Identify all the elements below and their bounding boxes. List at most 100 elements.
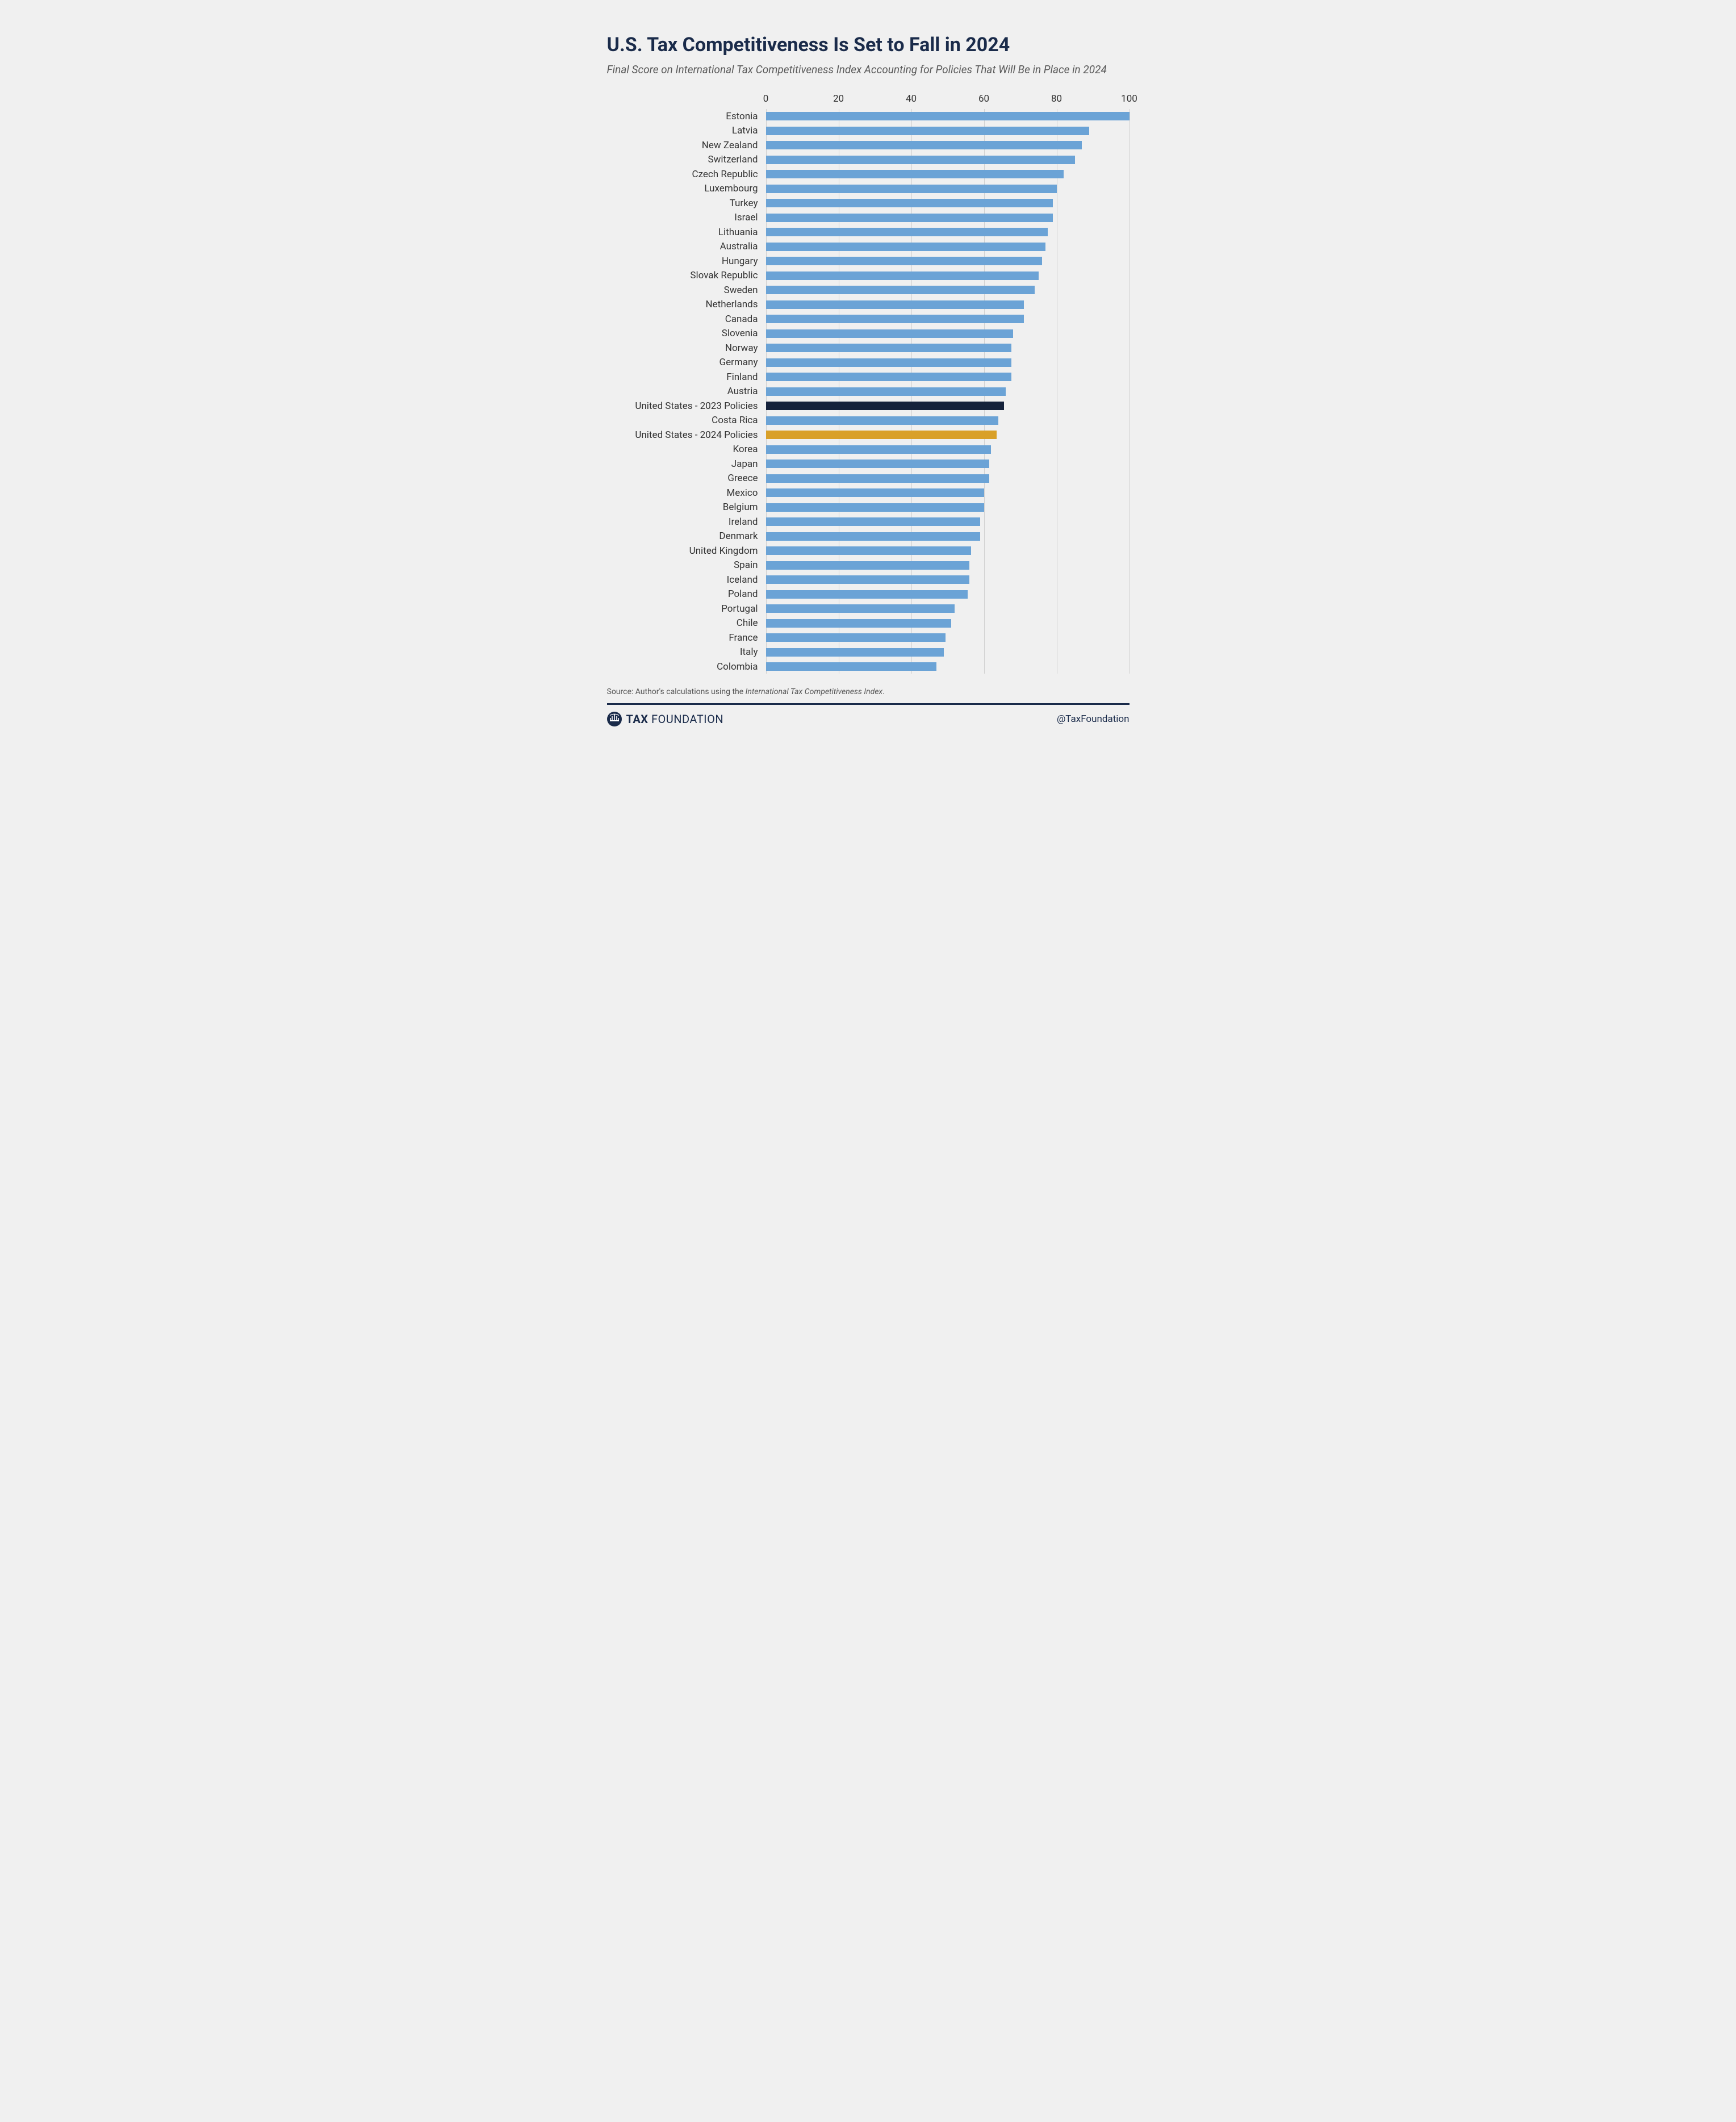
bar-track (766, 370, 1130, 385)
bar-label: Hungary (607, 256, 766, 267)
bar-track (766, 355, 1130, 370)
brand: TAX FOUNDATION (607, 712, 724, 726)
bar-track (766, 645, 1130, 659)
bar (766, 575, 969, 584)
bar-track (766, 384, 1130, 399)
bar-row: Ireland (607, 515, 1130, 529)
bar (766, 633, 946, 642)
footer-rule (607, 703, 1130, 705)
bar-track (766, 587, 1130, 601)
bar-label: Korea (607, 444, 766, 455)
bar-row: Australia (607, 239, 1130, 254)
bar-label: Lithuania (607, 227, 766, 238)
bar-track (766, 283, 1130, 298)
bar (766, 460, 990, 468)
bar-row: United States - 2023 Policies (607, 399, 1130, 413)
chart-container: U.S. Tax Competitiveness Is Set to Fall … (579, 11, 1158, 743)
plot-area: 020406080100 EstoniaLatviaNew ZealandSwi… (607, 93, 1130, 674)
bar-label: France (607, 632, 766, 644)
bar (766, 112, 1130, 120)
bar-track (766, 515, 1130, 529)
bar-row: Slovenia (607, 326, 1130, 341)
bar-row: Iceland (607, 573, 1130, 587)
bar-label: Chile (607, 617, 766, 629)
bar-row: Germany (607, 355, 1130, 370)
bar (766, 199, 1053, 207)
bar-track (766, 544, 1130, 558)
bar-label: Australia (607, 241, 766, 252)
bar (766, 416, 999, 425)
bar (766, 329, 1013, 338)
bar (766, 228, 1048, 236)
bar-label: Sweden (607, 285, 766, 296)
bar (766, 156, 1075, 164)
bar (766, 546, 972, 555)
bar-row: Korea (607, 442, 1130, 457)
bar (766, 271, 1039, 280)
bar-label: United States - 2024 Policies (607, 429, 766, 441)
brand-bold: TAX (626, 712, 649, 726)
bar-track (766, 659, 1130, 674)
bar-label: Spain (607, 559, 766, 571)
source-prefix: Source: Author's calculations using the (607, 687, 746, 696)
bar-label: Turkey (607, 198, 766, 209)
bar-track (766, 196, 1130, 211)
bar-row: United Kingdom (607, 544, 1130, 558)
bar-label: United Kingdom (607, 545, 766, 557)
bar (766, 488, 984, 497)
bar-row: Estonia (607, 109, 1130, 124)
bar-row: Italy (607, 645, 1130, 659)
bar-label: Canada (607, 314, 766, 325)
bar-row: Hungary (607, 254, 1130, 269)
bar-row: Portugal (607, 601, 1130, 616)
bar (766, 503, 984, 512)
chart-title: U.S. Tax Competitiveness Is Set to Fall … (607, 34, 1130, 56)
x-tick: 100 (1121, 93, 1137, 105)
bar-track (766, 442, 1130, 457)
bar-label: Germany (607, 357, 766, 368)
x-tick: 0 (763, 93, 769, 105)
bar (766, 286, 1035, 294)
bar-row: Lithuania (607, 225, 1130, 240)
bar (766, 185, 1057, 193)
bar-track (766, 341, 1130, 356)
brand-logo-icon (607, 712, 622, 726)
bar-row: Spain (607, 558, 1130, 573)
bar-row: France (607, 630, 1130, 645)
bar (766, 300, 1024, 309)
bar-track (766, 268, 1130, 283)
bar (766, 358, 1011, 367)
bar-track (766, 138, 1130, 153)
bar (766, 214, 1053, 222)
bar-row: Norway (607, 341, 1130, 356)
bar-row: Israel (607, 210, 1130, 225)
bar-track (766, 616, 1130, 630)
bar-row: Poland (607, 587, 1130, 601)
bar-row: Latvia (607, 123, 1130, 138)
bar-label: Czech Republic (607, 169, 766, 180)
bar-label: Switzerland (607, 154, 766, 165)
x-tick: 80 (1051, 93, 1062, 105)
bar-label: Japan (607, 458, 766, 470)
bar-row: Costa Rica (607, 413, 1130, 428)
bar-track (766, 413, 1130, 428)
bar-label: Greece (607, 473, 766, 484)
bar-label: Portugal (607, 603, 766, 615)
bar-row: Canada (607, 312, 1130, 327)
bar-label: Israel (607, 212, 766, 223)
bar (766, 445, 992, 454)
bar (766, 387, 1006, 396)
bar-row: Austria (607, 384, 1130, 399)
bar-label: Latvia (607, 125, 766, 136)
bar-label: Austria (607, 386, 766, 397)
bar-row: United States - 2024 Policies (607, 428, 1130, 442)
bar-row: Greece (607, 471, 1130, 486)
bar-label: Poland (607, 588, 766, 600)
bar-label: Norway (607, 342, 766, 354)
bar (766, 170, 1064, 178)
source-line: Source: Author's calculations using the … (607, 687, 1130, 696)
bar-label: Belgium (607, 502, 766, 513)
bar-track (766, 486, 1130, 500)
bar-track (766, 181, 1130, 196)
bar-track (766, 471, 1130, 486)
